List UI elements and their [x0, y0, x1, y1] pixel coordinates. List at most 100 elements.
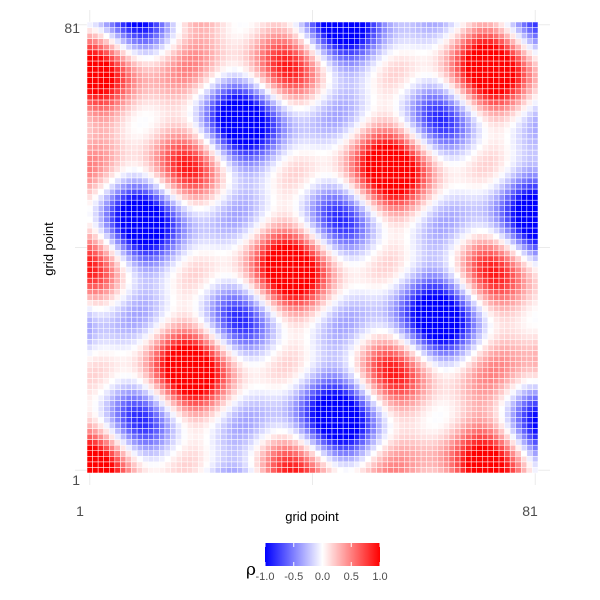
- heatmap-cell: [426, 177, 433, 184]
- heatmap-cell: [276, 361, 283, 368]
- heatmap-cell: [331, 277, 338, 284]
- heatmap-cell: [120, 294, 127, 301]
- heatmap-cell: [493, 467, 500, 474]
- heatmap-cell: [348, 222, 355, 229]
- heatmap-cell: [92, 305, 99, 312]
- heatmap-cell: [420, 155, 427, 162]
- heatmap-cell: [504, 138, 511, 145]
- heatmap-cell: [532, 272, 539, 279]
- heatmap-cell: [114, 411, 121, 418]
- heatmap-cell: [281, 211, 288, 218]
- heatmap-cell: [231, 417, 238, 424]
- heatmap-cell: [337, 216, 344, 223]
- heatmap-cell: [342, 433, 349, 440]
- heatmap-cell: [521, 383, 528, 390]
- heatmap-cell: [136, 177, 143, 184]
- heatmap-cell: [493, 183, 500, 190]
- heatmap-cell: [315, 344, 322, 351]
- heatmap-cell: [354, 250, 361, 257]
- heatmap-cell: [181, 222, 188, 229]
- heatmap-cell: [326, 411, 333, 418]
- heatmap-cell: [231, 127, 238, 134]
- heatmap-cell: [164, 227, 171, 234]
- heatmap-cell: [437, 444, 444, 451]
- heatmap-cell: [253, 211, 260, 218]
- heatmap-cell: [392, 294, 400, 301]
- heatmap-cell: [482, 233, 489, 240]
- heatmap-cell: [487, 183, 494, 190]
- heatmap-cell: [459, 222, 466, 229]
- heatmap-cell: [476, 422, 483, 429]
- heatmap-cell: [498, 166, 505, 173]
- heatmap-cell: [186, 355, 194, 362]
- heatmap-cell: [337, 205, 344, 212]
- heatmap-cell: [264, 216, 271, 223]
- heatmap-cell: [315, 400, 322, 407]
- heatmap-cell: [131, 261, 138, 268]
- heatmap-cell: [253, 378, 260, 385]
- heatmap-cell: [181, 300, 188, 307]
- heatmap-cell: [504, 372, 511, 379]
- heatmap-cell: [281, 333, 288, 340]
- heatmap-cell: [420, 383, 427, 390]
- heatmap-cell: [298, 433, 305, 440]
- heatmap-cell: [354, 183, 361, 190]
- heatmap-cell: [281, 166, 288, 173]
- heatmap-cell: [164, 450, 171, 457]
- heatmap-cell: [315, 428, 322, 435]
- heatmap-cell: [248, 461, 255, 468]
- heatmap-cell: [398, 250, 405, 257]
- heatmap-cell: [136, 428, 143, 435]
- heatmap-cell: [454, 172, 461, 179]
- heatmap-cell: [459, 467, 466, 474]
- heatmap-cell: [159, 394, 166, 401]
- heatmap-cell: [365, 172, 372, 179]
- heatmap-cell: [420, 305, 427, 312]
- heatmap-cell: [209, 238, 216, 245]
- heatmap-cell: [287, 400, 294, 407]
- heatmap-cell: [264, 344, 271, 351]
- heatmap-cell: [203, 183, 210, 190]
- heatmap-cell: [131, 266, 138, 273]
- heatmap-cell: [186, 133, 194, 140]
- heatmap-cell: [348, 216, 355, 223]
- heatmap-cell: [276, 227, 283, 234]
- heatmap-cell: [370, 172, 377, 179]
- heatmap-cell: [342, 194, 349, 201]
- heatmap-cell: [515, 422, 522, 429]
- heatmap-cell: [482, 417, 489, 424]
- heatmap-cell: [175, 372, 182, 379]
- heatmap-cell: [331, 339, 338, 346]
- heatmap-cell: [365, 467, 372, 474]
- heatmap-cell: [209, 433, 216, 440]
- heatmap-cell: [175, 233, 182, 240]
- heatmap-cell: [465, 428, 472, 435]
- heatmap-cell: [181, 294, 188, 301]
- heatmap-cell: [381, 311, 388, 318]
- heatmap-cell: [148, 138, 155, 145]
- heatmap-cell: [103, 461, 110, 468]
- heatmap-cell: [136, 378, 143, 385]
- heatmap-cell: [476, 311, 483, 318]
- heatmap-cell: [365, 361, 372, 368]
- heatmap-cell: [92, 211, 99, 218]
- heatmap-cell: [276, 428, 283, 435]
- heatmap-cell: [387, 294, 394, 301]
- heatmap-cell: [231, 361, 238, 368]
- heatmap-cell: [114, 355, 121, 362]
- heatmap-cell: [331, 188, 338, 195]
- heatmap-cell: [209, 417, 216, 424]
- heatmap-cell: [86, 144, 93, 151]
- heatmap-cell: [181, 372, 188, 379]
- heatmap-cell: [526, 417, 533, 424]
- heatmap-cell: [404, 194, 411, 201]
- heatmap-cell: [459, 327, 466, 335]
- heatmap-cell: [387, 311, 394, 318]
- heatmap-cell: [504, 216, 511, 223]
- heatmap-cell: [225, 327, 233, 335]
- heatmap-cell: [431, 283, 439, 290]
- heatmap-cell: [153, 439, 160, 446]
- heatmap-cell: [248, 439, 255, 446]
- heatmap-cell: [136, 144, 143, 151]
- heatmap-cell: [231, 177, 238, 184]
